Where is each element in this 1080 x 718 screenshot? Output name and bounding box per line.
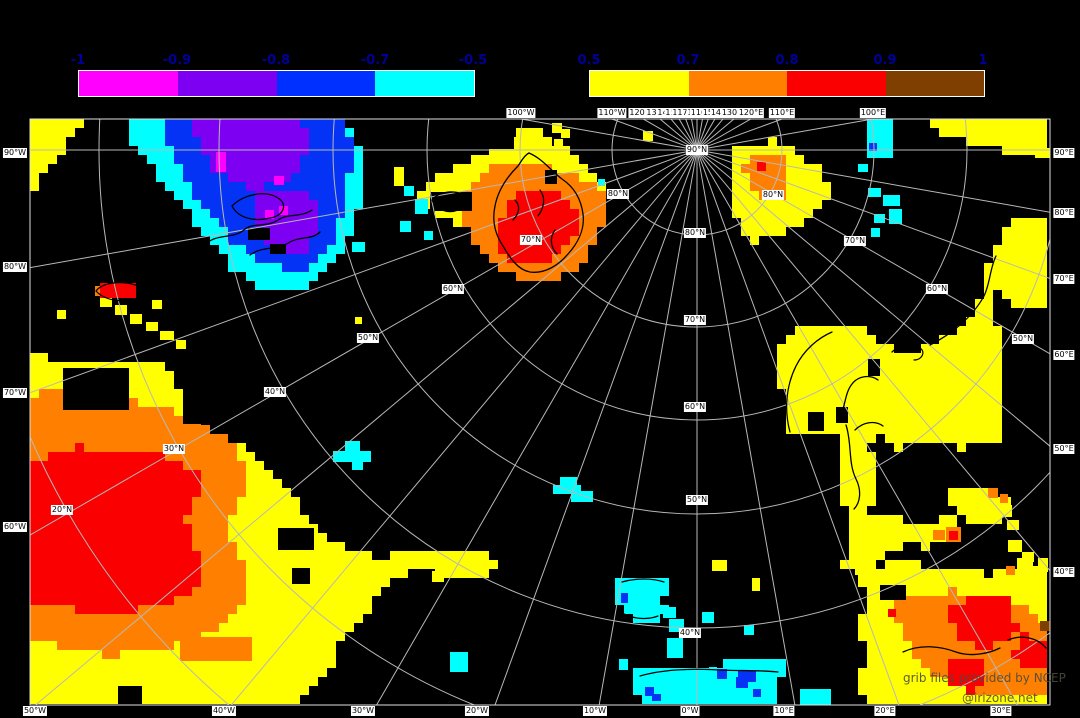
colorbar-tick: 0.7 xyxy=(676,53,700,68)
map-frame xyxy=(29,118,1051,706)
watermark-site: @irizone.net xyxy=(962,691,1038,705)
colorbar-tick: 0.8 xyxy=(775,53,799,68)
colorbar-tick: -0.8 xyxy=(261,53,291,68)
field-layer-magenta xyxy=(216,152,288,219)
colorbar-tick: -1 xyxy=(70,53,86,68)
coastline-path xyxy=(493,152,584,273)
coastline-path xyxy=(431,191,468,213)
colorbar-segment xyxy=(885,71,984,96)
coastline-path xyxy=(95,282,145,302)
field-layer-brown xyxy=(1040,621,1050,631)
colorbar-positive xyxy=(589,70,985,97)
coastline-path xyxy=(231,193,285,221)
colorbar-segment xyxy=(375,71,474,96)
colorbar-negative xyxy=(78,70,475,97)
coastline-path xyxy=(845,424,861,510)
coastline-path xyxy=(837,375,884,431)
watermark-credit: grib files provided by NCEP xyxy=(903,671,1066,685)
colorbar-tick: 0.9 xyxy=(873,53,897,68)
colorbar-segment xyxy=(177,71,277,96)
colorbar-segment xyxy=(276,71,376,96)
colorbar-tick: -0.5 xyxy=(458,53,488,68)
coastline-path xyxy=(639,668,779,677)
coastline-path xyxy=(929,255,997,346)
coastlines xyxy=(95,152,1047,677)
coastline-path xyxy=(202,209,313,248)
colorbar-segment xyxy=(590,71,689,96)
colorbar-tick: -0.7 xyxy=(360,53,390,68)
colorbar-segment xyxy=(79,71,178,96)
coastline-path xyxy=(621,578,665,620)
field-layers xyxy=(30,119,1050,705)
colorbar-segment xyxy=(688,71,787,96)
colorbar-tick: 1 xyxy=(978,53,988,68)
coastline-path xyxy=(249,231,321,256)
coastline-path xyxy=(512,189,558,255)
coastline-path xyxy=(891,343,924,361)
coastline-path xyxy=(902,636,1047,656)
coastline-path xyxy=(786,331,833,433)
colorbar-segment xyxy=(787,71,886,96)
field-holes xyxy=(63,129,906,705)
colorbar-tick: 0.5 xyxy=(577,53,601,68)
field-layer-red xyxy=(30,162,1047,695)
colorbar-tick: -0.9 xyxy=(162,53,192,68)
